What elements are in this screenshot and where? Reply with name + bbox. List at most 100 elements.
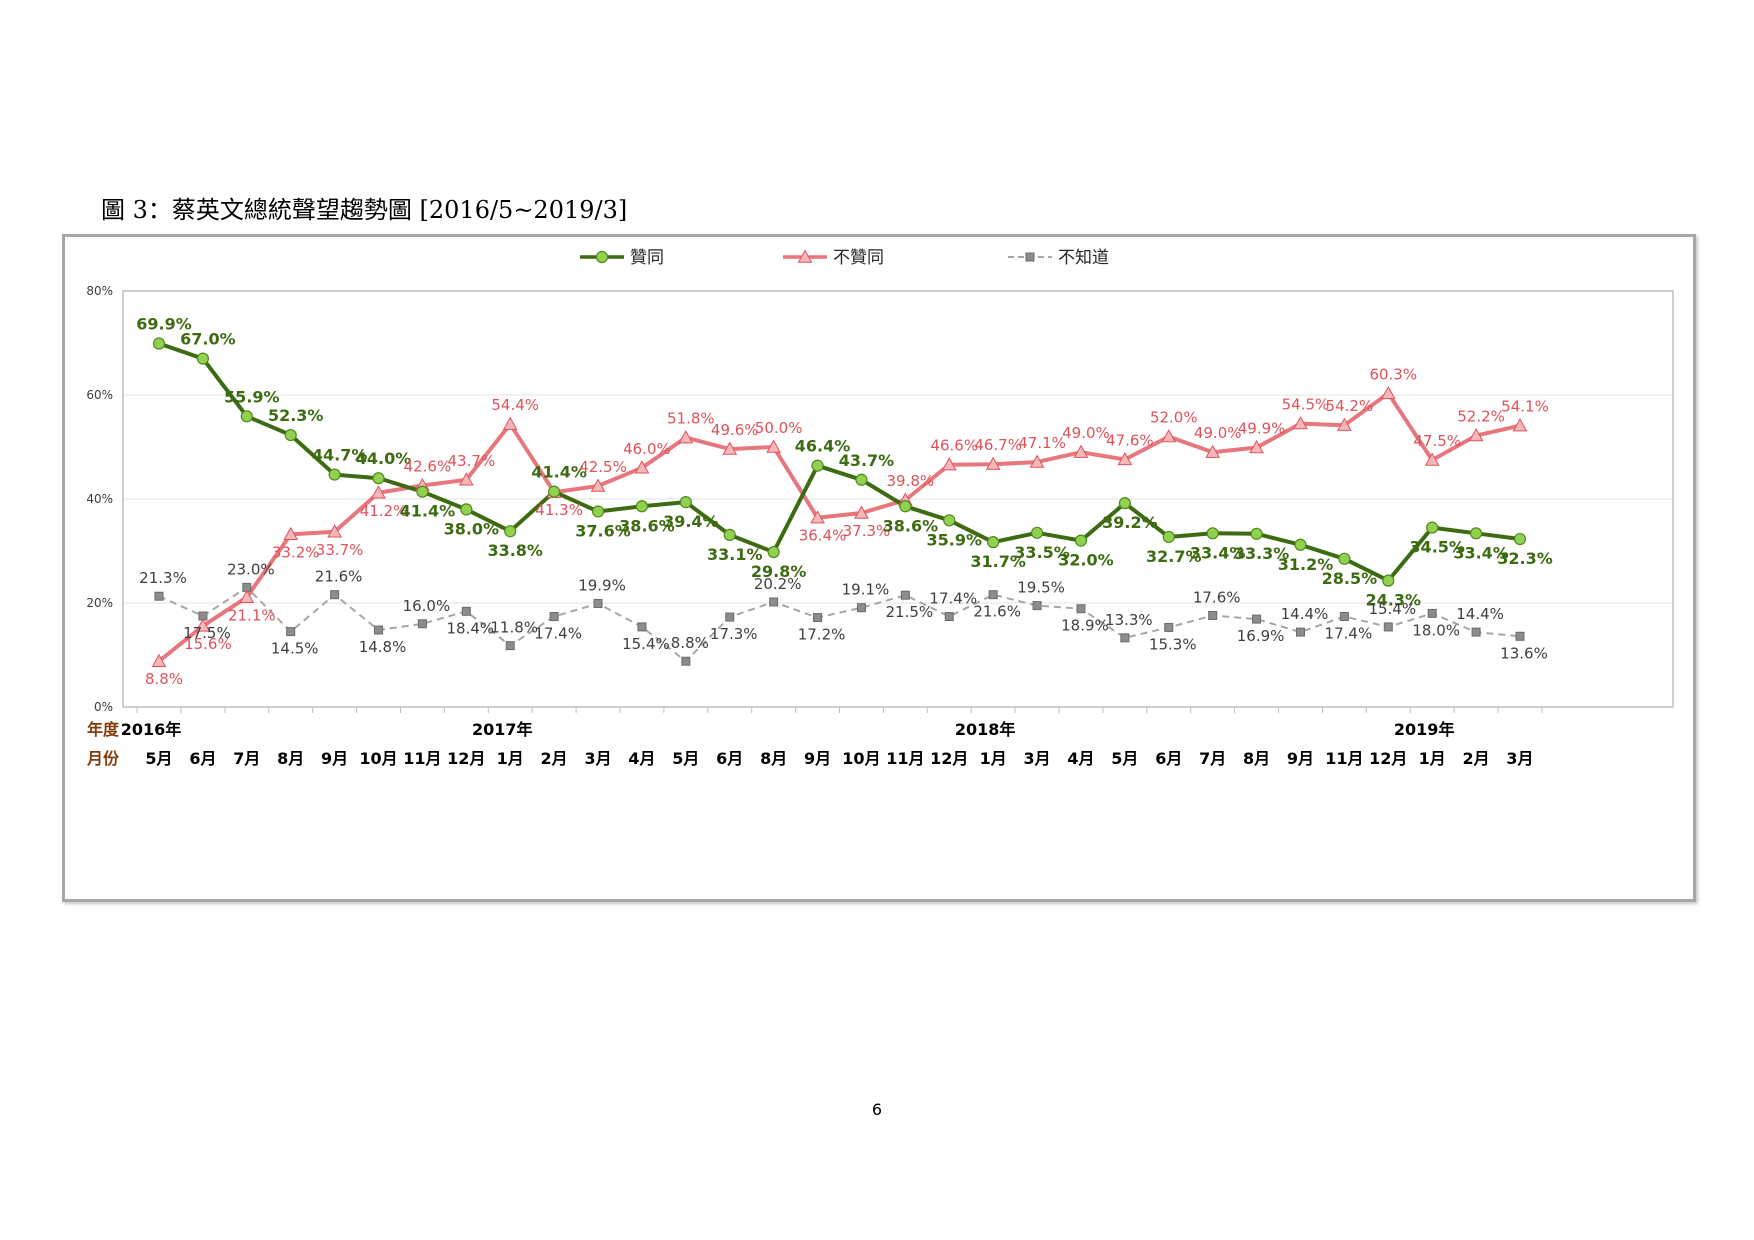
- data-point: [988, 590, 998, 600]
- month-label: 8月: [1243, 749, 1270, 768]
- month-label: 8月: [760, 749, 787, 768]
- data-label: 21.3%: [139, 569, 187, 587]
- data-point: [1205, 444, 1221, 458]
- data-point: [987, 536, 1000, 549]
- data-label: 33.3%: [1234, 544, 1290, 563]
- data-label: 15.4%: [622, 635, 670, 653]
- data-point: [900, 590, 910, 600]
- data-point: [1382, 574, 1395, 587]
- data-point: [766, 439, 781, 453]
- data-label: 31.2%: [1278, 555, 1334, 574]
- data-point: [1029, 454, 1045, 468]
- data-label: 21.6%: [315, 568, 363, 586]
- year-row-label: 年度: [87, 720, 120, 739]
- data-point: [1252, 614, 1262, 624]
- data-label: 14.5%: [271, 640, 319, 658]
- month-label: 2月: [1463, 749, 1490, 768]
- data-label: 17.4%: [534, 625, 582, 643]
- data-point: [591, 505, 605, 518]
- data-point: [458, 472, 474, 486]
- data-point: [152, 337, 166, 350]
- data-label: 69.9%: [136, 315, 192, 334]
- data-point: [634, 460, 650, 474]
- data-label: 46.6%: [930, 437, 978, 455]
- data-point: [327, 524, 342, 538]
- data-label: 19.5%: [1017, 579, 1065, 597]
- data-label: 21.6%: [973, 603, 1021, 621]
- data-point: [1164, 622, 1174, 632]
- data-point: [681, 656, 691, 666]
- data-point: [371, 485, 386, 499]
- data-label: 42.6%: [404, 457, 452, 475]
- data-point: [283, 526, 299, 541]
- data-label: 14.4%: [1456, 605, 1504, 623]
- data-point: [1294, 538, 1307, 551]
- data-label: 33.1%: [707, 545, 763, 564]
- data-point: [1426, 521, 1439, 534]
- data-label: 43.7%: [839, 451, 895, 470]
- data-label: 24.3%: [1366, 591, 1422, 610]
- month-label: 4月: [1067, 749, 1094, 768]
- month-label: 11月: [1325, 749, 1363, 768]
- data-label: 32.7%: [1146, 547, 1202, 566]
- data-label: 35.9%: [927, 530, 983, 549]
- data-point: [635, 500, 649, 513]
- data-label: 47.6%: [1106, 431, 1154, 449]
- data-point: [941, 457, 957, 471]
- y-tick-label: 40%: [86, 492, 113, 506]
- data-point: [943, 514, 956, 527]
- data-label: 17.4%: [1325, 625, 1373, 643]
- data-point: [328, 468, 341, 481]
- data-point: [372, 472, 385, 485]
- data-label: 55.9%: [224, 387, 280, 406]
- data-label: 17.5%: [183, 624, 231, 642]
- data-label: 14.4%: [1281, 605, 1329, 623]
- month-label: 5月: [672, 749, 699, 768]
- data-label: 54.5%: [1282, 396, 1330, 414]
- data-point: [679, 496, 692, 509]
- data-label: 21.1%: [228, 606, 276, 624]
- data-label: 47.5%: [1413, 432, 1461, 450]
- data-point: [1337, 417, 1352, 431]
- month-label: 9月: [804, 749, 831, 768]
- data-label: 18.0%: [1412, 621, 1460, 639]
- month-label: 1月: [980, 749, 1007, 768]
- figure-title: 圖 3：蔡英文總統聲望趨勢圖 [2016/5~2019/3]: [101, 196, 628, 224]
- data-point: [899, 500, 912, 513]
- series-line-2: [158, 586, 1521, 663]
- data-label: 16.9%: [1237, 627, 1285, 645]
- data-label: 13.3%: [1105, 611, 1153, 629]
- data-label: 41.4%: [400, 502, 456, 521]
- data-label: 33.7%: [316, 541, 364, 559]
- month-label: 9月: [321, 749, 348, 768]
- data-point: [1338, 552, 1351, 565]
- data-point: [417, 619, 427, 629]
- data-point: [985, 456, 1001, 470]
- data-label: 8.8%: [671, 634, 709, 652]
- data-point: [1295, 627, 1305, 637]
- trend-chart: 贊同 不贊同 不知道 0% 20% 40% 60% 80% 69.9% 8.8% 21.3% 67…: [86, 248, 1674, 768]
- data-point: [590, 478, 606, 492]
- data-point: [722, 441, 738, 455]
- legend-label: 不贊同: [833, 248, 884, 268]
- data-point: [239, 589, 255, 603]
- data-label: 60.3%: [1369, 365, 1417, 383]
- data-label: 33.2%: [272, 543, 320, 561]
- data-point: [1383, 622, 1393, 632]
- year-label: 2018年: [955, 720, 1016, 739]
- y-tick-label: 60%: [86, 388, 113, 402]
- data-point: [810, 510, 825, 524]
- data-point: [1206, 527, 1219, 540]
- data-point: [330, 590, 340, 600]
- month-label: 7月: [233, 749, 260, 768]
- data-label: 29.8%: [751, 562, 807, 581]
- y-tick-label: 80%: [86, 284, 113, 298]
- data-label: 17.4%: [929, 590, 977, 608]
- data-point: [1073, 444, 1089, 458]
- data-label: 50.0%: [755, 419, 803, 437]
- data-label: 17.2%: [798, 626, 846, 644]
- plot-area: [122, 290, 1674, 708]
- data-point: [1032, 601, 1042, 611]
- data-label: 41.4%: [531, 463, 587, 482]
- data-label: 38.6%: [619, 516, 675, 535]
